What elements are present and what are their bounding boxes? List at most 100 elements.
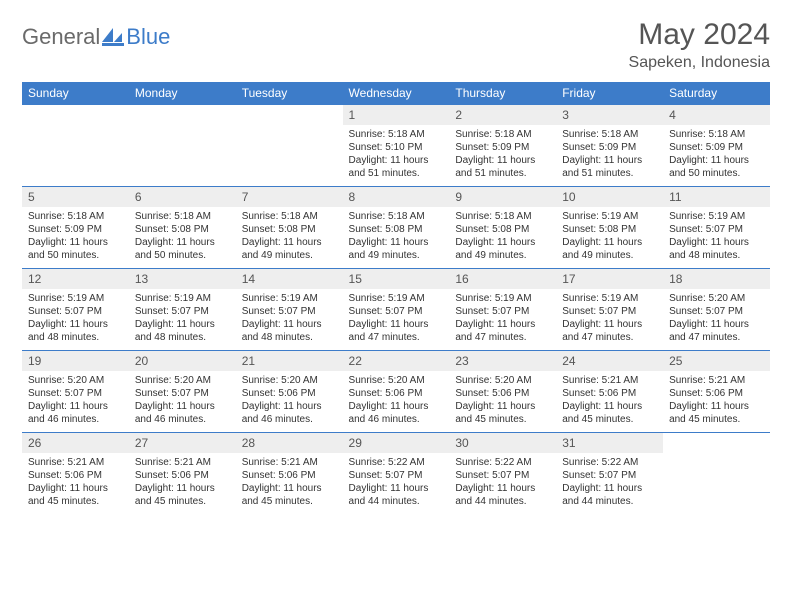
- day-line: Sunrise: 5:21 AM: [562, 374, 657, 387]
- day-body: Sunrise: 5:18 AMSunset: 5:09 PMDaylight:…: [22, 207, 129, 268]
- day-line: Sunrise: 5:19 AM: [135, 292, 230, 305]
- dayhead-sun: Sunday: [22, 82, 129, 105]
- day-line: and 44 minutes.: [349, 495, 444, 508]
- day-number: 23: [449, 351, 556, 371]
- day-number: 15: [343, 269, 450, 289]
- day-number: 27: [129, 433, 236, 453]
- day-body: Sunrise: 5:20 AMSunset: 5:07 PMDaylight:…: [663, 289, 770, 350]
- week-row: 19Sunrise: 5:20 AMSunset: 5:07 PMDayligh…: [22, 351, 770, 433]
- day-line: Daylight: 11 hours: [242, 236, 337, 249]
- day-cell: 6Sunrise: 5:18 AMSunset: 5:08 PMDaylight…: [129, 187, 236, 269]
- day-cell: 15Sunrise: 5:19 AMSunset: 5:07 PMDayligh…: [343, 269, 450, 351]
- day-line: and 45 minutes.: [28, 495, 123, 508]
- day-line: Sunset: 5:07 PM: [669, 223, 764, 236]
- day-line: Daylight: 11 hours: [349, 154, 444, 167]
- day-line: Sunset: 5:07 PM: [28, 305, 123, 318]
- day-cell: 13Sunrise: 5:19 AMSunset: 5:07 PMDayligh…: [129, 269, 236, 351]
- day-line: Sunrise: 5:18 AM: [455, 210, 550, 223]
- day-line: and 48 minutes.: [135, 331, 230, 344]
- day-line: Sunrise: 5:19 AM: [562, 210, 657, 223]
- day-number: 20: [129, 351, 236, 371]
- day-line: and 46 minutes.: [135, 413, 230, 426]
- day-header-row: Sunday Monday Tuesday Wednesday Thursday…: [22, 82, 770, 105]
- day-line: Sunset: 5:09 PM: [669, 141, 764, 154]
- day-cell: 18Sunrise: 5:20 AMSunset: 5:07 PMDayligh…: [663, 269, 770, 351]
- day-body: Sunrise: 5:19 AMSunset: 5:08 PMDaylight:…: [556, 207, 663, 268]
- day-cell: 29Sunrise: 5:22 AMSunset: 5:07 PMDayligh…: [343, 433, 450, 515]
- day-line: Sunrise: 5:20 AM: [242, 374, 337, 387]
- day-line: and 49 minutes.: [349, 249, 444, 262]
- day-number: [236, 105, 343, 123]
- day-line: Daylight: 11 hours: [455, 318, 550, 331]
- day-body: Sunrise: 5:21 AMSunset: 5:06 PMDaylight:…: [236, 453, 343, 514]
- day-line: Daylight: 11 hours: [669, 154, 764, 167]
- day-body: Sunrise: 5:21 AMSunset: 5:06 PMDaylight:…: [556, 371, 663, 432]
- day-line: Sunrise: 5:22 AM: [349, 456, 444, 469]
- header: General Blue May 2024 Sapeken, Indonesia: [22, 18, 770, 72]
- day-body: Sunrise: 5:19 AMSunset: 5:07 PMDaylight:…: [22, 289, 129, 350]
- day-cell: 14Sunrise: 5:19 AMSunset: 5:07 PMDayligh…: [236, 269, 343, 351]
- day-line: Daylight: 11 hours: [562, 482, 657, 495]
- day-line: and 49 minutes.: [562, 249, 657, 262]
- day-body: Sunrise: 5:19 AMSunset: 5:07 PMDaylight:…: [129, 289, 236, 350]
- day-number: 31: [556, 433, 663, 453]
- day-cell: 26Sunrise: 5:21 AMSunset: 5:06 PMDayligh…: [22, 433, 129, 515]
- week-row: 5Sunrise: 5:18 AMSunset: 5:09 PMDaylight…: [22, 187, 770, 269]
- dayhead-mon: Monday: [129, 82, 236, 105]
- day-line: Sunrise: 5:18 AM: [242, 210, 337, 223]
- day-line: Sunrise: 5:20 AM: [349, 374, 444, 387]
- day-line: Daylight: 11 hours: [562, 236, 657, 249]
- day-number: 13: [129, 269, 236, 289]
- day-body: [663, 451, 770, 507]
- day-line: and 50 minutes.: [28, 249, 123, 262]
- day-line: Sunrise: 5:20 AM: [28, 374, 123, 387]
- title-block: May 2024 Sapeken, Indonesia: [629, 18, 770, 72]
- day-line: Sunset: 5:06 PM: [455, 387, 550, 400]
- calendar-table: Sunday Monday Tuesday Wednesday Thursday…: [22, 82, 770, 514]
- day-body: Sunrise: 5:20 AMSunset: 5:06 PMDaylight:…: [236, 371, 343, 432]
- day-number: 11: [663, 187, 770, 207]
- day-line: Sunrise: 5:21 AM: [669, 374, 764, 387]
- day-line: and 49 minutes.: [242, 249, 337, 262]
- day-number: 21: [236, 351, 343, 371]
- day-line: Sunset: 5:08 PM: [455, 223, 550, 236]
- day-body: Sunrise: 5:20 AMSunset: 5:06 PMDaylight:…: [449, 371, 556, 432]
- day-line: and 45 minutes.: [562, 413, 657, 426]
- day-line: Sunset: 5:07 PM: [562, 305, 657, 318]
- location: Sapeken, Indonesia: [629, 54, 770, 72]
- day-line: Sunset: 5:07 PM: [455, 469, 550, 482]
- day-line: Daylight: 11 hours: [455, 400, 550, 413]
- day-line: and 45 minutes.: [135, 495, 230, 508]
- day-cell: 12Sunrise: 5:19 AMSunset: 5:07 PMDayligh…: [22, 269, 129, 351]
- day-line: Sunset: 5:07 PM: [28, 387, 123, 400]
- day-body: Sunrise: 5:20 AMSunset: 5:07 PMDaylight:…: [129, 371, 236, 432]
- day-line: Sunrise: 5:18 AM: [669, 128, 764, 141]
- day-cell: 8Sunrise: 5:18 AMSunset: 5:08 PMDaylight…: [343, 187, 450, 269]
- day-line: Sunset: 5:07 PM: [455, 305, 550, 318]
- day-line: Daylight: 11 hours: [135, 318, 230, 331]
- day-line: Daylight: 11 hours: [562, 400, 657, 413]
- day-body: Sunrise: 5:20 AMSunset: 5:07 PMDaylight:…: [22, 371, 129, 432]
- day-cell: 25Sunrise: 5:21 AMSunset: 5:06 PMDayligh…: [663, 351, 770, 433]
- day-number: 18: [663, 269, 770, 289]
- dayhead-thu: Thursday: [449, 82, 556, 105]
- day-line: Daylight: 11 hours: [135, 482, 230, 495]
- day-line: and 48 minutes.: [669, 249, 764, 262]
- day-number: 29: [343, 433, 450, 453]
- day-line: Sunrise: 5:21 AM: [28, 456, 123, 469]
- day-line: and 46 minutes.: [242, 413, 337, 426]
- day-line: and 47 minutes.: [562, 331, 657, 344]
- day-line: Sunset: 5:06 PM: [135, 469, 230, 482]
- day-line: Sunset: 5:08 PM: [135, 223, 230, 236]
- day-cell: 10Sunrise: 5:19 AMSunset: 5:08 PMDayligh…: [556, 187, 663, 269]
- day-body: Sunrise: 5:18 AMSunset: 5:09 PMDaylight:…: [449, 125, 556, 186]
- day-line: and 49 minutes.: [455, 249, 550, 262]
- day-line: Daylight: 11 hours: [562, 154, 657, 167]
- day-line: Daylight: 11 hours: [562, 318, 657, 331]
- day-line: Daylight: 11 hours: [28, 318, 123, 331]
- day-line: Sunset: 5:08 PM: [562, 223, 657, 236]
- day-body: Sunrise: 5:18 AMSunset: 5:08 PMDaylight:…: [343, 207, 450, 268]
- day-body: Sunrise: 5:22 AMSunset: 5:07 PMDaylight:…: [556, 453, 663, 514]
- day-line: Sunrise: 5:18 AM: [135, 210, 230, 223]
- day-line: Sunrise: 5:19 AM: [28, 292, 123, 305]
